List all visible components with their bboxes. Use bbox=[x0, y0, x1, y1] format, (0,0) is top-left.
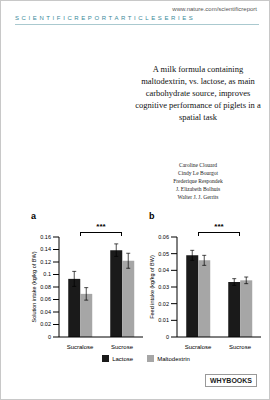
svg-text:Sucrose: Sucrose bbox=[229, 344, 252, 350]
svg-text:0.01: 0.01 bbox=[158, 317, 169, 323]
svg-text:Solution intake (kg/kg of BW): Solution intake (kg/kg of BW) bbox=[31, 251, 37, 322]
html-text:WHYBOOKS: WHYBOOKS bbox=[210, 377, 252, 384]
html-text:Cindy Le Bourgot: Cindy Le Bourgot bbox=[178, 170, 218, 176]
svg-text:0.14: 0.14 bbox=[40, 246, 51, 252]
svg-text:Sucralose: Sucralose bbox=[185, 344, 212, 350]
svg-text:0.02: 0.02 bbox=[158, 301, 169, 307]
svg-text:0.04: 0.04 bbox=[40, 309, 51, 315]
html-text:Walter J. J. Gerrits: Walter J. J. Gerrits bbox=[177, 194, 219, 200]
svg-text:Feed intake (kg/kg of BW): Feed intake (kg/kg of BW) bbox=[149, 255, 155, 319]
html-text:SCIENTIFICREPORTARTICLESERIES: SCIENTIFICREPORTARTICLESERIES bbox=[15, 15, 196, 21]
html-text:www.nature.com/scientificrepor: www.nature.com/scientificreport bbox=[172, 6, 257, 12]
html-text:J. Elizabeth Bolhuis: J. Elizabeth Bolhuis bbox=[175, 186, 221, 192]
svg-text:0.12: 0.12 bbox=[40, 259, 51, 265]
html-text:A milk formula containing malt: A milk formula containing maltodextrin, … bbox=[135, 64, 261, 122]
svg-text:0.06: 0.06 bbox=[158, 234, 169, 240]
svg-text:0.08: 0.08 bbox=[40, 284, 51, 290]
html-text:Maltodextrin: Maltodextrin bbox=[157, 355, 190, 362]
svg-text:0.04: 0.04 bbox=[158, 267, 169, 273]
svg-text:0.16: 0.16 bbox=[40, 234, 51, 240]
svg-text:0.1: 0.1 bbox=[43, 271, 51, 277]
svg-text:0.06: 0.06 bbox=[40, 296, 51, 302]
html-text:Caroline Clouard: Caroline Clouard bbox=[179, 162, 217, 168]
html-text:b: b bbox=[149, 211, 155, 221]
svg-text:Sucralose: Sucralose bbox=[67, 344, 94, 350]
svg-text:0: 0 bbox=[166, 334, 169, 340]
svg-text:0.02: 0.02 bbox=[40, 321, 51, 327]
html-text:a: a bbox=[31, 211, 36, 221]
svg-text:0.05: 0.05 bbox=[158, 251, 169, 257]
svg-text:Sucrose: Sucrose bbox=[111, 344, 134, 350]
html-text:Frederique Respondek: Frederique Respondek bbox=[173, 178, 223, 184]
html-text:Lactose: Lactose bbox=[112, 355, 134, 362]
svg-text:0: 0 bbox=[48, 334, 51, 340]
svg-text:0.03: 0.03 bbox=[158, 284, 169, 290]
